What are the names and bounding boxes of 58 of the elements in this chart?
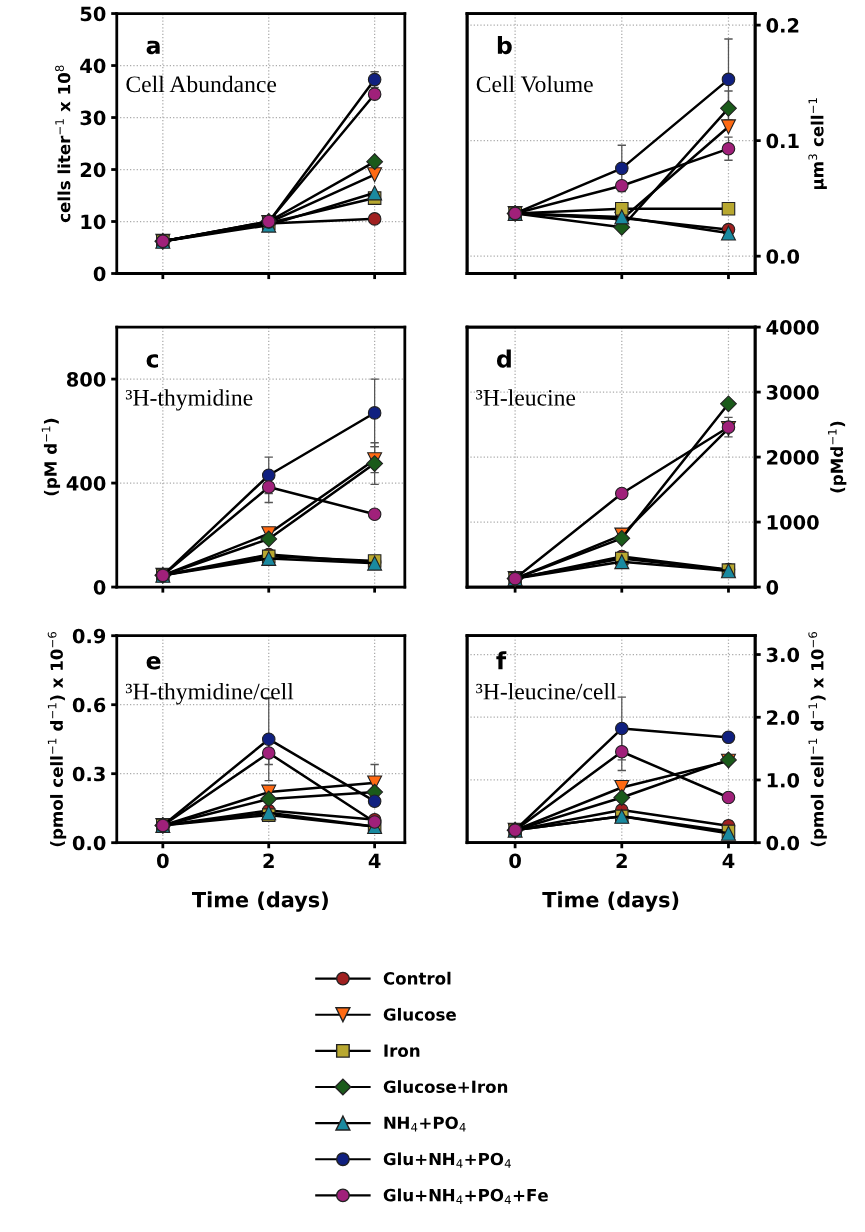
y2-tick-label: 0.1 (766, 133, 799, 149)
y2-tick-label: 4000 (766, 320, 819, 335)
y2-tick-label: 2.0 (767, 710, 800, 725)
y-tick-label: 0.3 (72, 766, 105, 782)
annotation: c (146, 354, 158, 368)
y2-axis-title: (pmol cell$^{−1}$ d$^{−1}$) x 10$^{−6}$ (808, 631, 827, 847)
legend-label: Glu+NH$_{4}$+PO$_{4}$+Fe (383, 1188, 548, 1204)
y-tick-label: 50 (80, 6, 106, 22)
y2-axis-title: µm$^{3}$ cell$^{−1}$ (808, 98, 827, 190)
y2-tick-label: 3000 (766, 385, 819, 400)
annotation: Cell Abundance (126, 75, 277, 93)
y-axis-title: (pmol cell$^{−1}$ d$^{−1}$) x 10$^{−6}$ (47, 631, 67, 847)
y-tick-label: 0.0 (72, 835, 106, 851)
y-tick-label: 0 (93, 266, 106, 282)
legend-label: Control (383, 971, 451, 985)
legend-label: Iron (384, 1044, 420, 1057)
y2-tick-label: 0.2 (766, 18, 799, 33)
legend-label: Glucose (383, 1007, 456, 1021)
y2-tick-label: 1000 (767, 515, 819, 530)
y-tick-label: 40 (80, 58, 106, 74)
annotation: a (146, 40, 160, 55)
annotation: ³H-thymidine/cell (125, 682, 294, 705)
y-tick-label: 30 (80, 110, 106, 126)
legend-label: Glu+NH$_{4}$+PO$_{4}$ (383, 1152, 511, 1168)
y-axis-title: cells liter$^{−1}$ x 10$^{8}$ (55, 65, 71, 223)
y-axis-title: (pM d$^{−1}$) (41, 418, 61, 496)
y-tick-label: 0.6 (72, 697, 106, 713)
x-tick-label: 0 (509, 853, 521, 869)
y-tick-label: 0.9 (72, 628, 106, 644)
annotation: d (496, 349, 511, 368)
x-tick-label: 2 (616, 853, 627, 868)
x-tick-label: 4 (368, 853, 381, 868)
annotation: e (146, 655, 161, 670)
x-axis-title: Time (days) (542, 891, 679, 912)
legend-label: NH$_{4}$+PO$_{4}$ (384, 1116, 466, 1132)
y2-tick-label: 2000 (767, 450, 819, 465)
y2-tick-label: 0.0 (766, 249, 800, 264)
y-tick-label: 400 (66, 476, 106, 491)
x-tick-label: 2 (263, 853, 274, 868)
annotation: f (496, 651, 507, 670)
y-tick-label: 20 (80, 162, 106, 178)
annotation: ³H-thymidine (125, 389, 253, 411)
annotation: Cell Volume (476, 75, 593, 93)
y-tick-label: 0 (93, 580, 106, 595)
y2-tick-label: 0.0 (766, 835, 800, 851)
annotation: b (497, 35, 512, 55)
annotation: ³H-leucine (476, 389, 576, 406)
annotation: ³H-leucine/cell (476, 682, 617, 700)
x-tick-label: 4 (722, 853, 735, 868)
y-tick-label: 800 (66, 372, 106, 387)
x-tick-label: 0 (157, 853, 169, 869)
y2-axis-title: (pMd$^{−1}$) (828, 421, 847, 493)
y2-tick-label: 0 (766, 580, 779, 595)
x-axis-title: Time (days) (192, 891, 328, 912)
legend-label: Glucose+Iron (383, 1080, 508, 1094)
y2-tick-label: 1.0 (767, 772, 800, 788)
y2-tick-label: 3.0 (766, 647, 800, 663)
y-tick-label: 10 (81, 214, 106, 230)
